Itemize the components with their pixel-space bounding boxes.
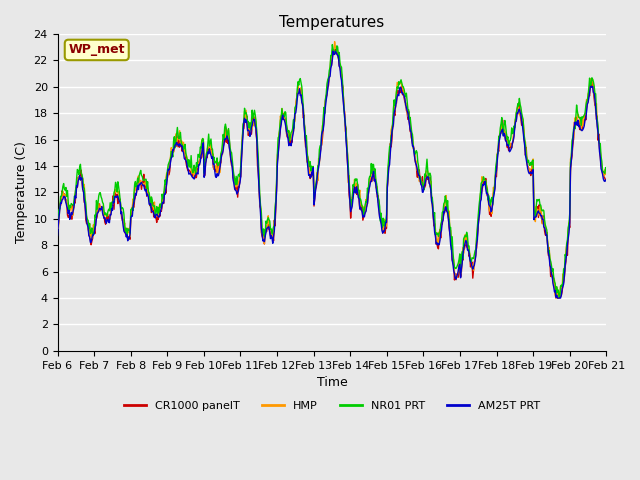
Text: WP_met: WP_met: [68, 44, 125, 57]
X-axis label: Time: Time: [317, 376, 348, 389]
Title: Temperatures: Temperatures: [279, 15, 385, 30]
Y-axis label: Temperature (C): Temperature (C): [15, 142, 28, 243]
Legend: CR1000 panelT, HMP, NR01 PRT, AM25T PRT: CR1000 panelT, HMP, NR01 PRT, AM25T PRT: [119, 396, 545, 415]
